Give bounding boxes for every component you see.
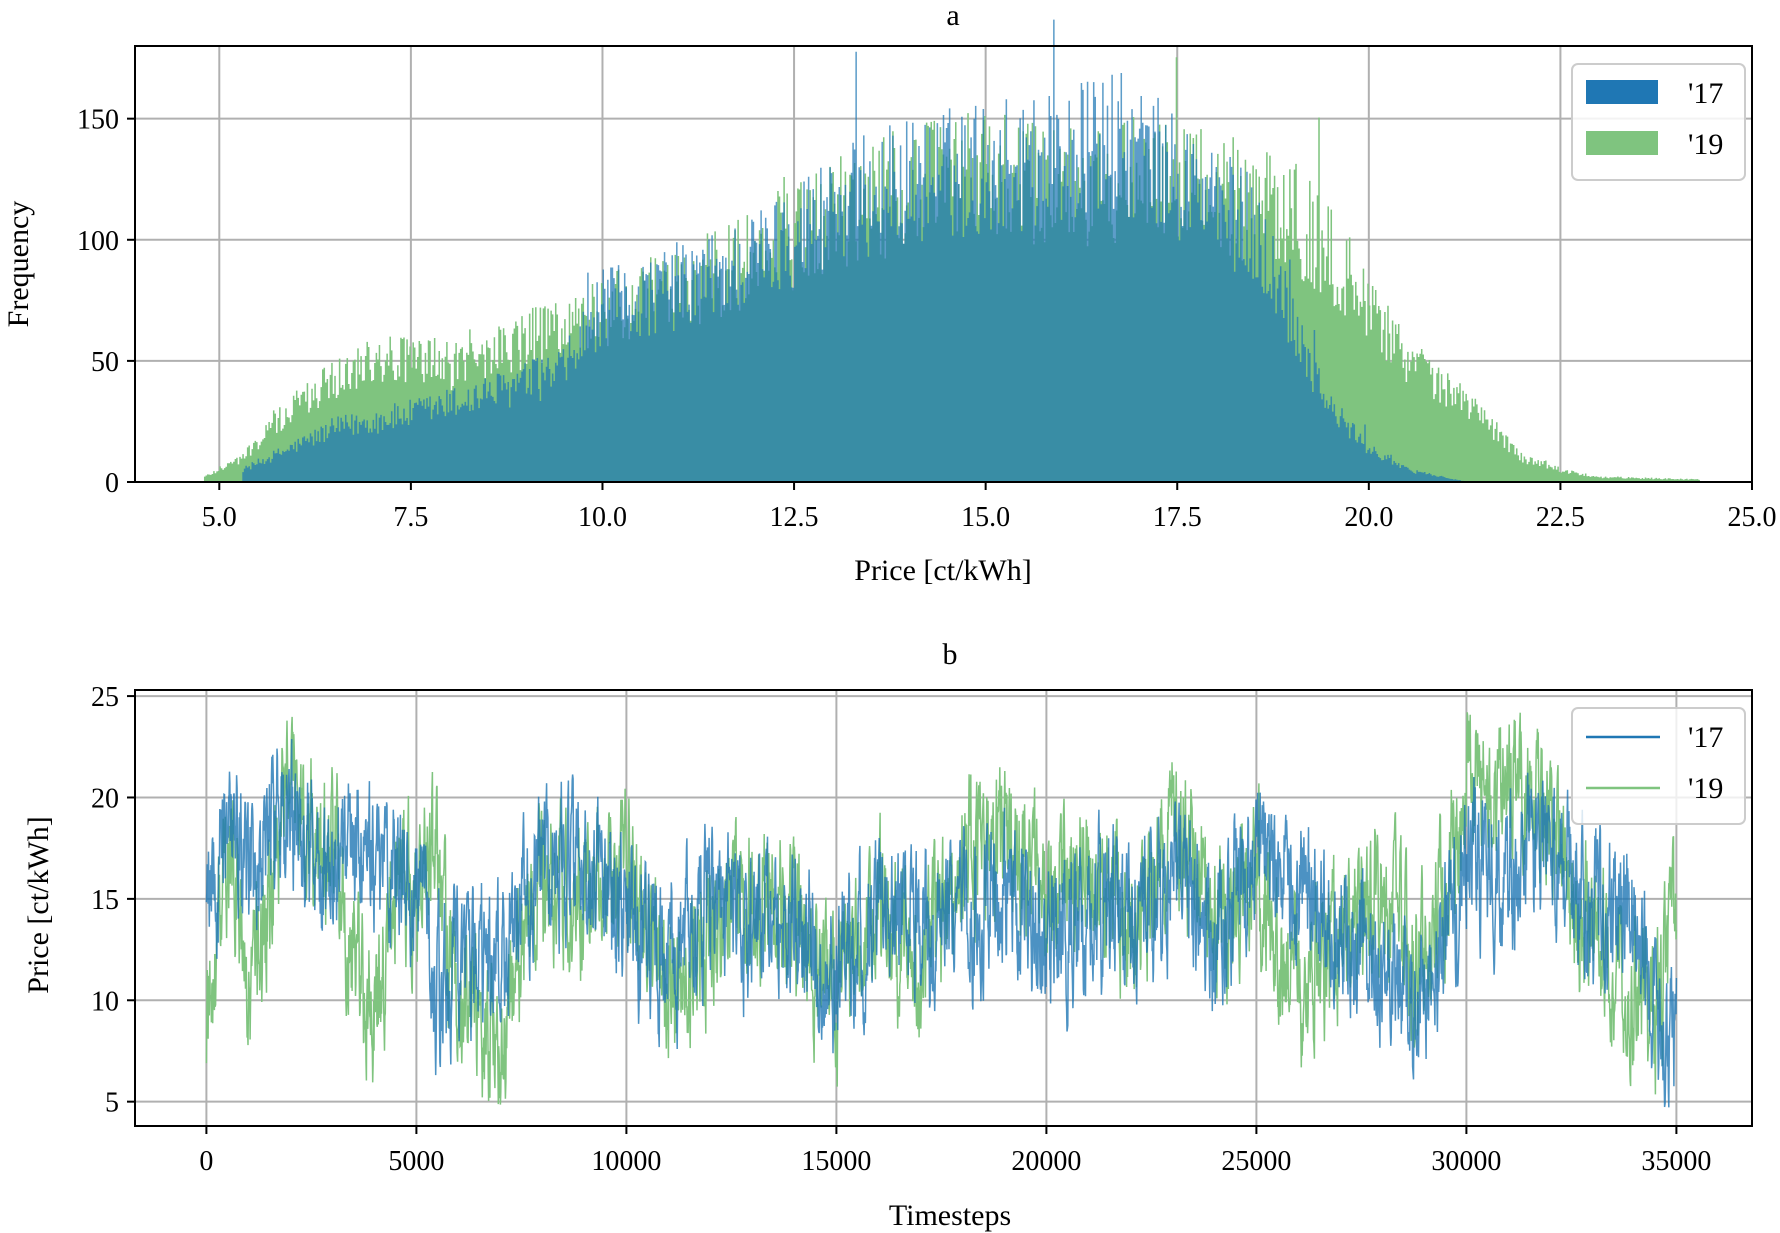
panel-a-xtick-label: 25.0 xyxy=(1728,502,1777,533)
panel-b-frame xyxy=(134,689,1753,1127)
panel-b-line-17 xyxy=(205,738,1678,1108)
panel-a-xtick-label: 17.5 xyxy=(1153,502,1202,533)
panel-b-xtick-label: 0 xyxy=(199,1146,213,1177)
panel-b-ytick-label: 20 xyxy=(91,783,119,814)
panel-b-xtick-label: 25000 xyxy=(1221,1146,1291,1177)
panel-b-xtick-label: 30000 xyxy=(1431,1146,1501,1177)
panel-a-xtick-label: 20.0 xyxy=(1344,502,1393,533)
panel-b-xtick-label: 35000 xyxy=(1641,1146,1711,1177)
panel-a-legend-label-19: '19 xyxy=(1688,128,1723,161)
panel-a-legend: '17 '19 xyxy=(1571,63,1746,181)
panel-b-legend: '17 '19 xyxy=(1571,707,1746,825)
panel-a-bars xyxy=(203,19,1700,483)
panel-b-ylabel: Price [ct/kWh] xyxy=(22,816,55,993)
panel-a-legend-swatch-17 xyxy=(1586,80,1658,104)
panel-b-xtick-label: 15000 xyxy=(801,1146,871,1177)
panel-b-legend-label-17: '17 xyxy=(1688,721,1723,754)
panel-b-legend-label-19: '19 xyxy=(1688,772,1723,805)
panel-a-ytick-label: 0 xyxy=(105,468,119,499)
panel-a-bars-17 xyxy=(242,19,1470,483)
panel-b-xtick-label: 10000 xyxy=(591,1146,661,1177)
panel-a-xlabel: Price [ct/kWh] xyxy=(854,554,1031,587)
panel-b-ytick-label: 5 xyxy=(105,1088,119,1119)
panel-b-lines xyxy=(205,712,1678,1108)
panel-a-xtick-label: 10.0 xyxy=(578,502,627,533)
panel-a-xtick-label: 22.5 xyxy=(1536,502,1585,533)
panel-a-xtick-label: 12.5 xyxy=(770,502,819,533)
panel-a-ylabel: Frequency xyxy=(2,201,35,328)
panel-a-ticks: 5.0 7.5 10.0 12.5 15.0 17.5 20.0 22.5 25.0 0 50 100… xyxy=(77,105,1777,533)
panel-b-xlabel: Timesteps xyxy=(889,1199,1011,1232)
panel-a-histogram: a 5.0 7.5 10.0 12.5 15.0 17.5 20.0 22.5 25.0 0 50 1… xyxy=(2,0,1777,587)
panel-b-ytick-label: 10 xyxy=(91,986,119,1017)
panel-b-ytick-label: 15 xyxy=(91,885,119,916)
panel-a-ytick-label: 150 xyxy=(77,105,119,136)
panel-a-series-17 xyxy=(242,19,1470,483)
panel-a-legend-swatch-19 xyxy=(1586,131,1658,155)
panel-a-ytick-label: 50 xyxy=(91,347,119,378)
panel-a-xtick-label: 15.0 xyxy=(961,502,1010,533)
panel-b-ytick-label: 25 xyxy=(91,682,119,713)
panel-a-frame xyxy=(134,45,1753,483)
panel-b-timeseries: b 0 5000 10000 15000 20000 25000 30000 35000 5 10… xyxy=(22,638,1753,1232)
panel-b-ticks: 0 5000 10000 15000 20000 25000 30000 35000 5 10 15… xyxy=(91,682,1711,1177)
panel-b-xtick-label: 20000 xyxy=(1011,1146,1081,1177)
panel-a-ytick-label: 100 xyxy=(77,226,119,257)
panel-a-xtick-label: 5.0 xyxy=(202,502,237,533)
panel-a-legend-label-17: '17 xyxy=(1688,77,1723,110)
panel-b-xtick-label: 5000 xyxy=(388,1146,444,1177)
panel-a-title: a xyxy=(946,0,959,32)
panel-a-xtick-label: 7.5 xyxy=(393,502,428,533)
panel-b-title: b xyxy=(943,638,958,671)
